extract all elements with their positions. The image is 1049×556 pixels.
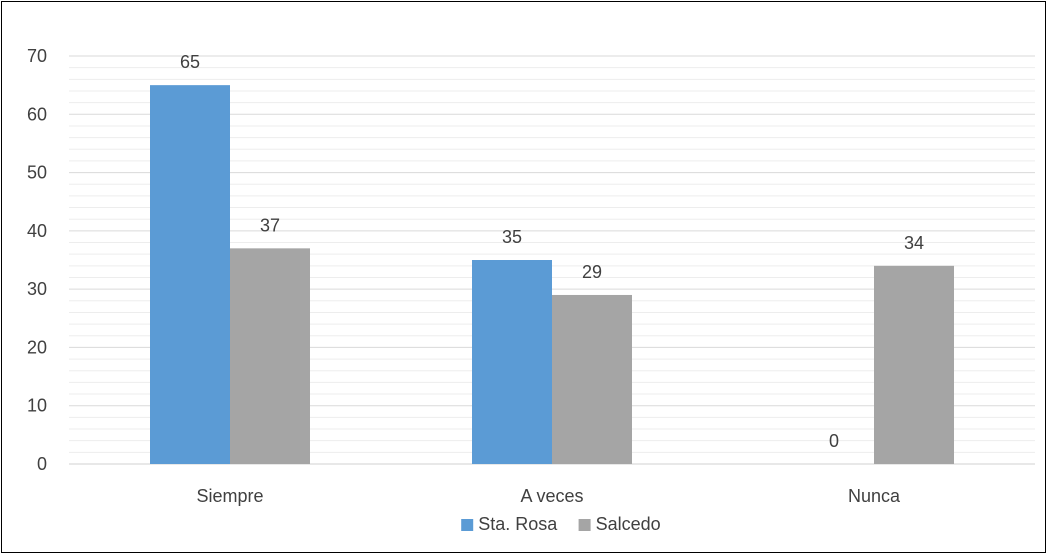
y-tick-label: 50	[27, 163, 47, 183]
data-label: 34	[904, 233, 924, 253]
data-label: 29	[582, 262, 602, 282]
legend-swatch	[461, 519, 474, 531]
y-axis-ticks: 0 10 20 30 40 50 60 70	[27, 46, 47, 474]
bar-salcedo-siempre	[230, 248, 310, 464]
y-tick-label: 10	[27, 396, 47, 416]
y-tick-label: 70	[27, 46, 47, 66]
x-category-label: Nunca	[848, 486, 901, 506]
y-tick-label: 30	[27, 279, 47, 299]
x-category-label: A veces	[520, 486, 583, 506]
data-label: 0	[829, 431, 839, 451]
x-category-label: Siempre	[196, 486, 263, 506]
data-label: 37	[260, 215, 280, 235]
bar-sta-rosa-a-veces	[472, 260, 552, 464]
data-label: 65	[180, 52, 200, 72]
legend-swatch	[578, 519, 591, 531]
bar-salcedo-a-veces	[552, 294, 632, 464]
y-tick-label: 60	[27, 104, 47, 124]
bar-sta-rosa-siempre	[150, 85, 230, 465]
y-tick-label: 40	[27, 221, 47, 241]
y-tick-label: 0	[37, 454, 47, 474]
y-tick-label: 20	[27, 337, 47, 357]
x-axis-categories: Siempre A veces Nunca	[196, 486, 901, 506]
data-label: 35	[502, 227, 522, 247]
bar-salcedo-nunca	[874, 265, 954, 464]
bars	[150, 85, 954, 465]
legend: Sta. Rosa Salcedo	[461, 514, 661, 534]
legend-label: Salcedo	[596, 514, 661, 534]
data-labels: 65 37 35 29 0 34	[180, 52, 924, 451]
legend-label: Sta. Rosa	[478, 514, 558, 534]
